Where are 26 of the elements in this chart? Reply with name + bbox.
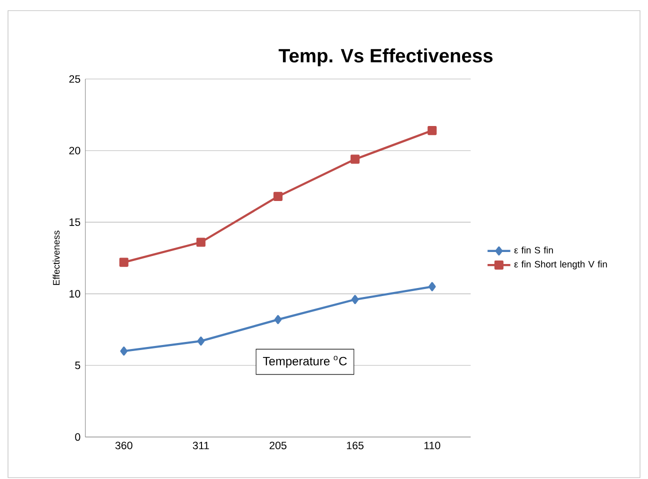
y-tick-label: 10 (70, 290, 80, 298)
point (120, 346, 128, 356)
y-tick-label: 25 (69, 75, 80, 83)
point (197, 336, 205, 346)
point (428, 126, 437, 136)
x-tick-label: 360 (115, 442, 132, 450)
y-tick-label: 20 (69, 146, 80, 154)
point (196, 238, 206, 247)
y-tick-label: 0 (75, 433, 80, 441)
x-tick-label: 311 (192, 442, 209, 450)
point (428, 282, 436, 292)
x-tick-label: 205 (270, 442, 286, 450)
x-axis-title: Temperature $^{o}$C (263, 356, 347, 368)
point (350, 154, 360, 164)
x-tick-label: 165 (346, 442, 364, 450)
y-tick-label: 15 (70, 218, 80, 226)
x-tick-label: 110 (424, 442, 440, 450)
legend-label: ε fin Short length V fin (514, 260, 607, 270)
point (119, 258, 128, 267)
point (274, 315, 282, 324)
point (273, 192, 283, 201)
point (351, 294, 359, 304)
y-axis-title: Effectiveness (52, 230, 60, 285)
legend-label: ε fin S fin (514, 246, 553, 254)
chart-title: Temp. Vs Effectiveness (278, 48, 493, 66)
y-tick-label: 5 (75, 362, 80, 370)
